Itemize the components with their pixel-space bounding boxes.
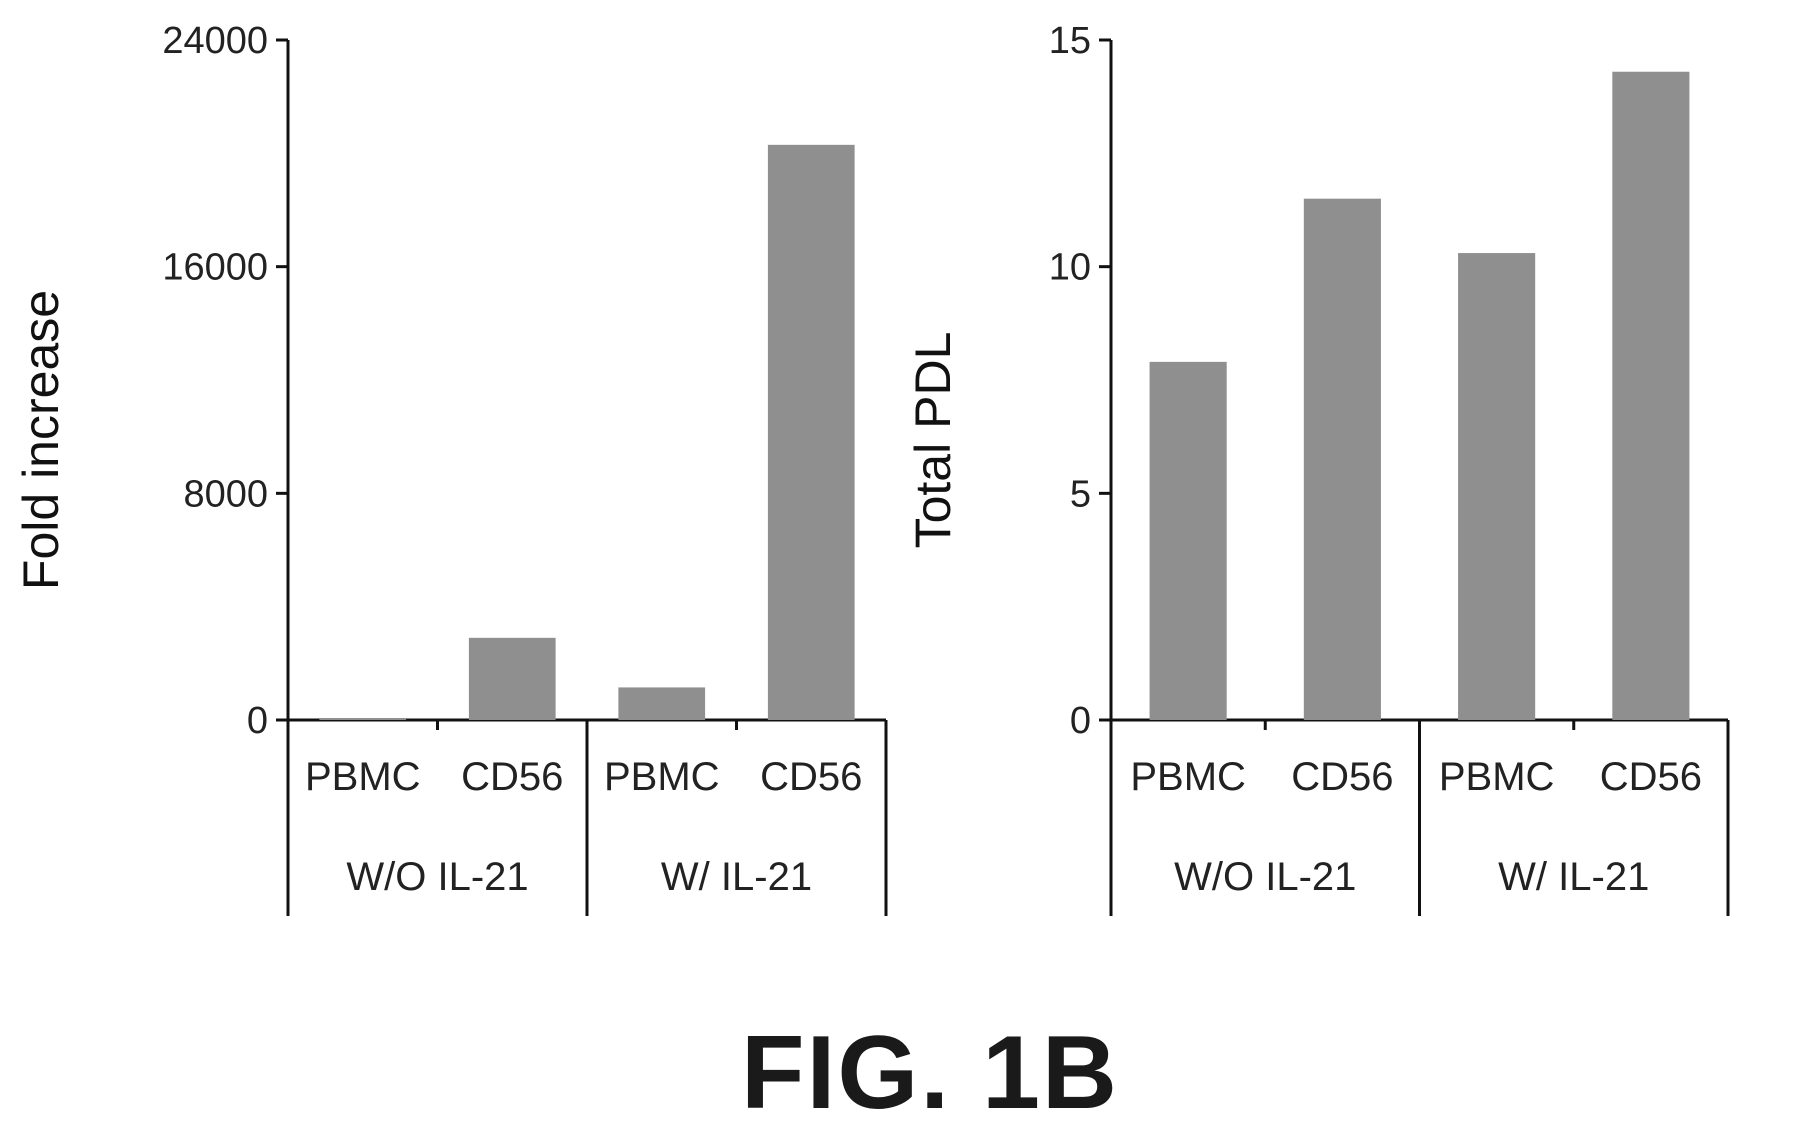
y-axis-label: Total PDL [905, 332, 961, 549]
y-tick-label: 8000 [183, 473, 268, 515]
y-tick-label: 16000 [162, 247, 268, 289]
bar [1149, 361, 1227, 720]
group-label: W/ IL-21 [661, 855, 812, 899]
bar [767, 144, 855, 721]
category-label: PBMC [1439, 755, 1555, 799]
bar [468, 637, 556, 720]
group-label: W/O IL-21 [346, 855, 528, 899]
category-label: PBMC [305, 755, 421, 799]
bar [1303, 198, 1381, 720]
group-label: W/ IL-21 [1498, 855, 1649, 899]
y-tick-label: 15 [1049, 20, 1091, 62]
y-tick-label: 24000 [162, 20, 268, 62]
y-tick-label: 10 [1049, 247, 1091, 289]
bar [1458, 253, 1536, 721]
category-label: PBMC [604, 755, 720, 799]
category-label: PBMC [1130, 755, 1246, 799]
bar [319, 718, 407, 720]
group-label: W/O IL-21 [1174, 855, 1356, 899]
bar [618, 687, 706, 720]
y-tick-label: 0 [247, 700, 268, 742]
chart-total-pdl: 0 5 10 15 Total PDL PBMC CD56 PBMC CD56 W/O IL-21… [905, 20, 1730, 916]
bar [1612, 71, 1690, 720]
category-label: CD56 [760, 755, 862, 799]
y-tick-label: 0 [1070, 700, 1091, 742]
chart-fold-increase: 0 8000 16000 24000 Fold increase PBMC CD56 PBMC… [13, 20, 888, 916]
category-label: CD56 [1600, 755, 1702, 799]
category-label: CD56 [1291, 755, 1393, 799]
figure-label: FIG. 1B [741, 1015, 1119, 1131]
y-tick-label: 5 [1070, 473, 1091, 515]
y-axis-label: Fold increase [13, 290, 69, 590]
category-label: CD56 [461, 755, 563, 799]
